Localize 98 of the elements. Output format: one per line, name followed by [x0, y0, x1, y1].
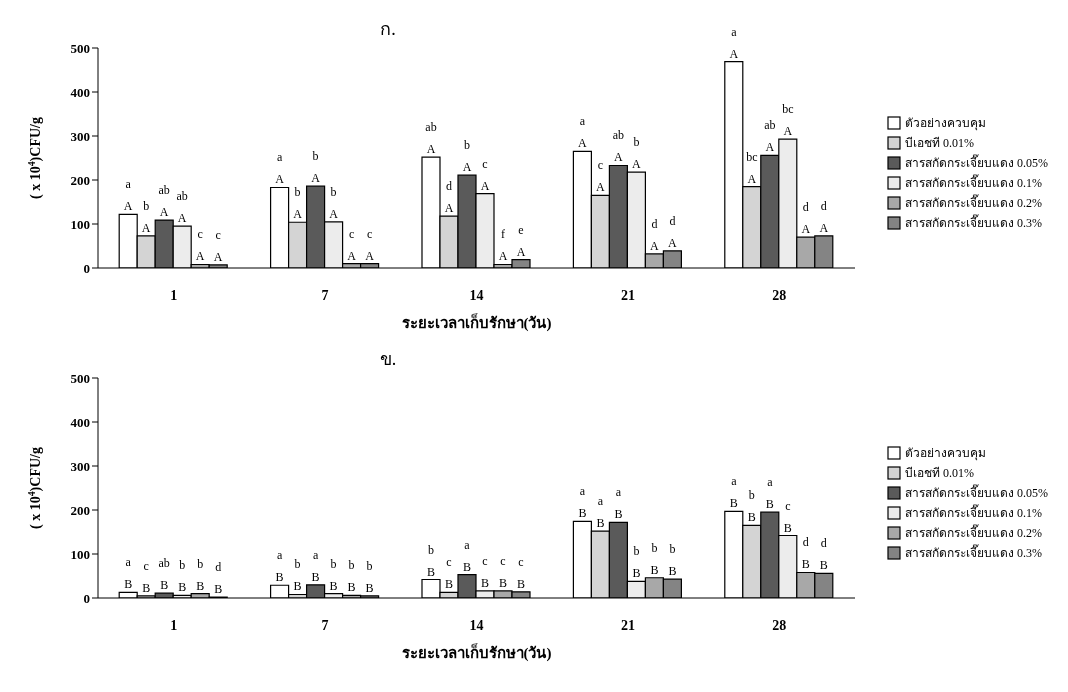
x-axis-title: ระยะเวลาเก็บรักษา(วัน) [401, 313, 552, 332]
y-tick-label: 500 [70, 370, 90, 386]
data-label: d B [819, 536, 828, 573]
data-label: b B [329, 556, 338, 593]
data-label: ab A [158, 183, 170, 220]
data-label: d A [801, 200, 811, 237]
legend-label: สารสกัดกระเจี๊ยบแดง 0.2% [905, 523, 1042, 542]
chart-title: ข. [379, 349, 397, 369]
y-tick-label: 300 [70, 458, 90, 474]
x-tick-label: 14 [469, 287, 484, 303]
legend-label: สารสกัดกระเจี๊ยบแดง 0.1% [905, 503, 1042, 522]
x-tick-label: 14 [469, 617, 484, 633]
data-label: a A [578, 114, 588, 151]
y-tick-label: 100 [70, 216, 90, 232]
legend-label: สารสกัดกระเจี๊ยบแดง 0.3% [905, 213, 1042, 232]
data-label: a B [765, 475, 774, 512]
data-label: b B [347, 558, 356, 595]
data-label: ab A [764, 118, 776, 155]
y-tick-label: 300 [70, 128, 90, 144]
x-tick-label: 28 [772, 617, 787, 633]
data-label: c B [783, 498, 792, 535]
data-label: b B [747, 488, 756, 525]
data-label: ab B [158, 556, 170, 593]
data-label: c B [444, 555, 453, 592]
data-label: ab A [176, 189, 188, 226]
data-label: f A [498, 227, 508, 264]
data-label: d A [444, 179, 454, 216]
data-label: a B [614, 485, 623, 522]
data-label: c A [480, 156, 490, 193]
data-label: a B [124, 555, 133, 592]
y-tick-label: 500 [70, 40, 90, 56]
legend-label: สารสกัดกระเจี๊ยบแดง 0.05% [905, 153, 1048, 172]
data-label: b A [311, 149, 321, 186]
y-tick-label: 400 [70, 414, 90, 430]
x-tick-label: 1 [170, 617, 178, 633]
y-tick-label: 0 [83, 260, 90, 276]
data-label: b B [196, 556, 205, 593]
y-tick-label: 400 [70, 84, 90, 100]
data-label: e A [516, 222, 526, 259]
data-label: b A [462, 138, 472, 175]
x-tick-label: 28 [772, 287, 787, 303]
legend-label: สารสกัดกระเจี๊ยบแดง 0.05% [905, 483, 1048, 502]
data-label: b B [632, 544, 641, 581]
y-tick-label: 200 [70, 502, 90, 518]
data-label: b B [365, 558, 374, 595]
legend-label: ตัวอย่างควบคุม [905, 115, 986, 133]
y-tick-label: 100 [70, 546, 90, 562]
data-label: b B [650, 540, 659, 577]
x-tick-label: 21 [620, 287, 635, 303]
data-label: c A [213, 227, 223, 264]
data-label: b A [632, 135, 642, 172]
legend-label: สารสกัดกระเจี๊ยบแดง 0.3% [905, 543, 1042, 562]
x-tick-label: 21 [620, 617, 635, 633]
data-label: a B [596, 494, 605, 531]
data-label: a B [578, 484, 587, 521]
data-label: c A [347, 226, 357, 263]
data-label: c B [142, 558, 151, 595]
data-label: a B [275, 548, 284, 585]
data-label: b B [178, 558, 187, 595]
data-label: b A [141, 198, 151, 235]
data-label: c B [480, 553, 489, 590]
data-label: b B [293, 557, 302, 594]
data-label: b B [668, 542, 677, 579]
data-label: c B [516, 554, 525, 591]
data-label: d A [668, 213, 678, 250]
data-label: d A [650, 216, 660, 253]
data-label: a A [275, 150, 285, 187]
data-label: a B [729, 474, 738, 511]
data-label: a A [729, 24, 739, 61]
data-label: a B [462, 537, 471, 574]
data-label: ab A [425, 120, 437, 157]
y-tick-label: 200 [70, 172, 90, 188]
data-label: a A [123, 177, 133, 214]
data-label: d A [819, 198, 829, 235]
legend-label: สารสกัดกระเจี๊ยบแดง 0.1% [905, 173, 1042, 192]
x-tick-label: 1 [170, 287, 178, 303]
legend-label: บีเอชที 0.01% [905, 135, 974, 152]
data-label: a B [311, 547, 320, 584]
data-label: b B [426, 542, 435, 579]
data-label: b A [293, 185, 303, 222]
legend-label: ตัวอย่างควบคุม [905, 445, 986, 463]
data-label: ab A [612, 128, 625, 165]
x-tick-label: 7 [321, 617, 329, 633]
data-label: d B [801, 535, 810, 572]
data-label: b A [329, 184, 339, 221]
y-tick-label: 0 [83, 590, 90, 606]
chart-title: ก. [380, 19, 396, 39]
x-axis-title: ระยะเวลาเก็บรักษา(วัน) [401, 643, 552, 662]
legend-label: บีเอชที 0.01% [905, 465, 974, 482]
data-label: d B [214, 560, 223, 597]
legend-label: สารสกัดกระเจี๊ยบแดง 0.2% [905, 193, 1042, 212]
data-label: bc A [782, 102, 794, 139]
data-label: c A [596, 158, 606, 195]
data-label: c A [195, 227, 205, 264]
x-tick-label: 7 [321, 287, 329, 303]
data-label: c B [498, 553, 507, 590]
data-label: c A [365, 226, 375, 263]
data-label: bc A [746, 149, 758, 186]
